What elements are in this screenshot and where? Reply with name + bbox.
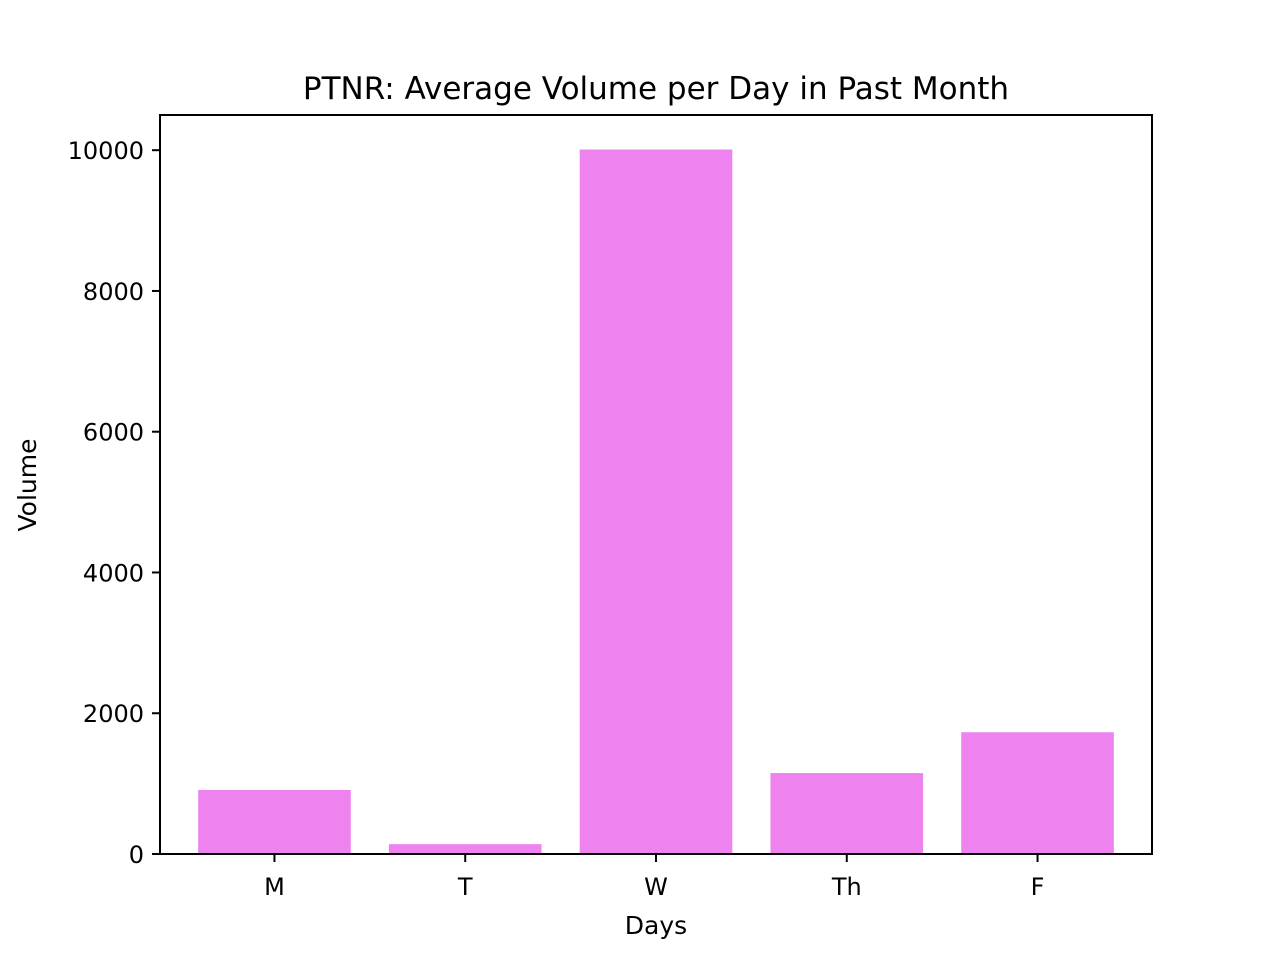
y-axis-ticks: 0 2000 4000 6000 8000 10000 <box>68 137 160 869</box>
x-tick-label: F <box>1031 873 1045 901</box>
x-tick-label: Th <box>831 873 862 901</box>
bar-m <box>198 789 351 854</box>
x-tick-label: T <box>457 873 473 901</box>
y-tick-label: 4000 <box>83 559 144 587</box>
bar-w <box>579 149 733 854</box>
bar-f <box>961 732 1114 854</box>
x-tick-label: W <box>644 873 668 901</box>
plot-frame <box>159 114 1153 855</box>
bar-t <box>388 844 542 854</box>
x-axis-label: Days <box>625 911 687 940</box>
y-tick-label: 8000 <box>83 278 144 306</box>
chart-title: PTNR: Average Volume per Day in Past Mon… <box>303 71 1009 107</box>
y-tick-label: 2000 <box>83 700 144 728</box>
y-tick-label: 6000 <box>83 419 144 447</box>
x-tick-label: M <box>264 873 285 901</box>
y-tick-label: 10000 <box>68 137 144 165</box>
y-axis-label: Volume <box>13 439 42 532</box>
bars-group <box>198 149 1114 854</box>
x-axis-ticks: M T W Th F <box>264 854 1044 901</box>
y-tick-label: 0 <box>129 841 144 869</box>
bar-th <box>770 773 924 854</box>
